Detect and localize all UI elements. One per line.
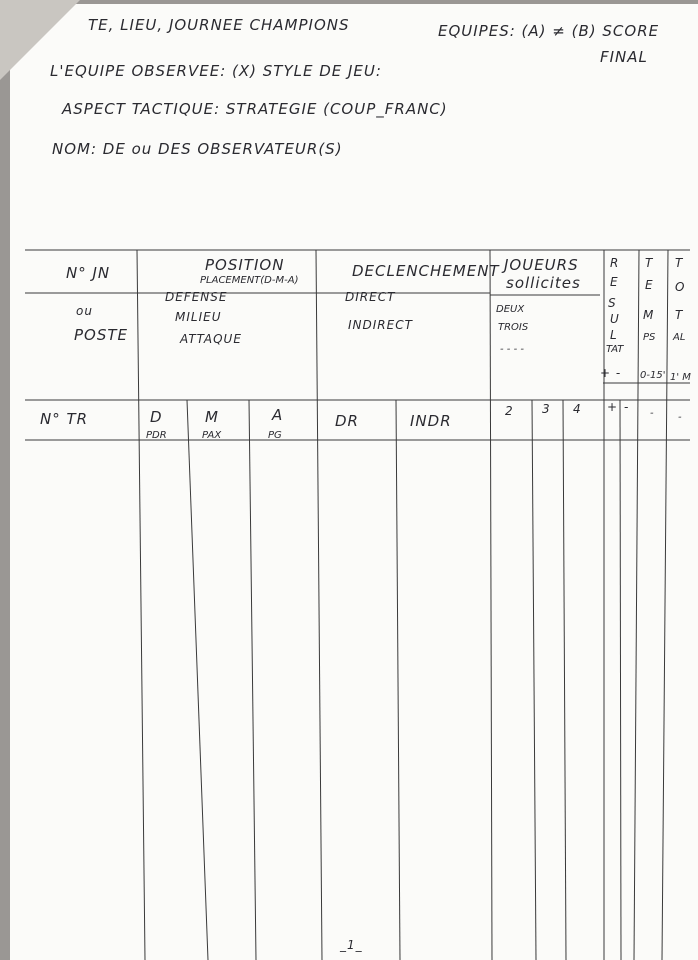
subheader-temps: -	[650, 408, 654, 419]
total-letter: AL	[673, 332, 686, 343]
page-number: _1_	[340, 938, 363, 952]
total-range: 1' M	[670, 372, 691, 383]
subheader-no-tr: N° TR	[40, 410, 89, 428]
resultat-letter: L	[610, 328, 618, 342]
resultat-signs: + -	[600, 366, 622, 380]
header-line2: L'EQUIPE OBSERVEE: (X) STYLE DE JEU:	[50, 62, 382, 80]
declenchement-title: DECLENCHEMENT	[352, 262, 500, 280]
temps-letter: M	[643, 308, 655, 322]
joueurs-trois: TROIS	[498, 322, 529, 333]
resultat-letter: S	[608, 296, 617, 310]
position-defense: DEFENSE	[165, 290, 228, 304]
subheader-dr: DR	[335, 412, 359, 430]
total-letter: T	[675, 308, 684, 322]
subheader-minus: -	[624, 400, 630, 414]
header-final: FINAL	[600, 48, 648, 66]
resultat-letter: R	[610, 256, 620, 270]
resultat-letter: TAT	[606, 344, 624, 355]
col-jn-label: N° JN	[66, 264, 111, 282]
subheader-indr: INDR	[410, 412, 452, 430]
resultat-letter: E	[610, 275, 619, 289]
subheader-d: D	[150, 408, 163, 426]
page-curl	[0, 0, 80, 80]
subheader-2: 2	[505, 404, 514, 418]
position-milieu: MILIEU	[175, 310, 222, 324]
total-letter: O	[675, 280, 686, 294]
position-attaque: ATTAQUE	[180, 332, 242, 346]
joueurs-title: JOUEURS	[504, 256, 579, 274]
subheader-3: 3	[542, 402, 551, 416]
position-sub: PLACEMENT(D-M-A)	[200, 275, 299, 286]
form-sheet	[10, 4, 698, 960]
col-ou-label: ou	[76, 304, 93, 318]
joueurs-more: - - - -	[500, 344, 524, 355]
joueurs-sub: sollicites	[506, 274, 581, 292]
header-line3: ASPECT TACTIQUE: STRATEGIE (COUP_FRANC)	[62, 100, 448, 118]
temps-range: 0-15'	[640, 370, 666, 381]
subheader-pg: PG	[268, 430, 282, 441]
resultat-letter: U	[610, 312, 620, 326]
joueurs-deux: DEUX	[496, 304, 525, 315]
temps-letter: PS	[643, 332, 656, 343]
subheader-plus: +	[607, 400, 619, 414]
subheader-a: A	[272, 406, 284, 424]
col-poste-label: POSTE	[74, 326, 129, 344]
header-line4: NOM: DE ou DES OBSERVATEUR(S)	[52, 140, 343, 158]
subheader-total: -	[678, 412, 682, 423]
subheader-pdr: PDR	[146, 430, 167, 441]
temps-letter: E	[645, 278, 654, 292]
header-teams: EQUIPES: (A) ≠ (B) SCORE	[438, 22, 660, 40]
temps-letter: T	[645, 256, 654, 270]
total-letter: T	[675, 256, 684, 270]
declenchement-indirect: INDIRECT	[348, 318, 413, 332]
subheader-pax: PAX	[202, 430, 222, 441]
subheader-4: 4	[573, 402, 582, 416]
subheader-m: M	[205, 408, 219, 426]
header-line1: TE, LIEU, JOURNEE CHAMPIONS	[88, 16, 350, 34]
position-title: POSITION	[205, 256, 285, 274]
declenchement-direct: DIRECT	[345, 290, 396, 304]
